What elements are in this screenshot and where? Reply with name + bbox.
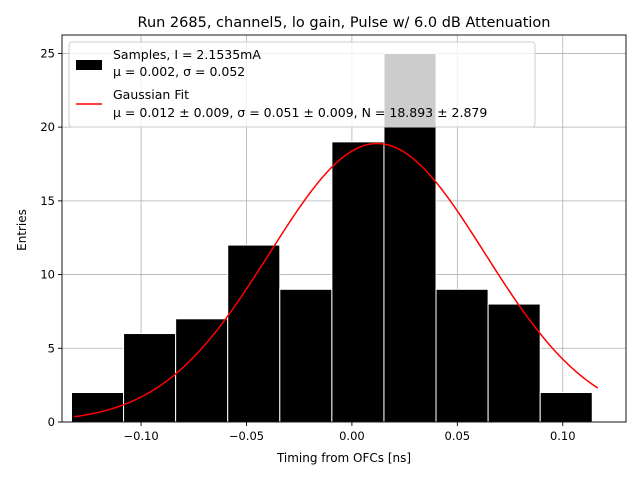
axes-frame	[61, 34, 627, 423]
x-axis-label: Timing from OFCs [ns]	[276, 451, 411, 465]
y-tick-label: 5	[48, 341, 55, 355]
legend-samples-swatch	[76, 60, 102, 70]
legend-box	[68, 41, 536, 128]
histogram-bar	[227, 244, 281, 423]
legend-fit-stats: μ = 0.012 ± 0.009, σ = 0.051 ± 0.009, N …	[113, 105, 487, 120]
y-tick-label: 20	[40, 120, 55, 134]
histogram-bar	[279, 288, 333, 423]
histogram-bar	[175, 318, 229, 423]
y-tick-label: 10	[40, 268, 55, 282]
x-tick-label: −0.10	[123, 429, 158, 443]
y-tick-label: 0	[48, 415, 55, 429]
histogram-bar	[487, 303, 541, 423]
fit-layer	[74, 142, 599, 418]
y-axis-label: Entries	[15, 209, 29, 251]
x-tick-label: 0.05	[445, 429, 471, 443]
y-tick-label: 25	[40, 46, 55, 60]
legend: Samples, I = 2.1535mA μ = 0.002, σ = 0.0…	[68, 41, 536, 128]
histogram-bar	[123, 333, 177, 423]
histogram-bar	[435, 288, 489, 423]
histogram-bar	[539, 392, 593, 423]
legend-samples-label: Samples, I = 2.1535mA	[113, 47, 261, 62]
axis-ticks: −0.10 −0.05 0.00 0.05 0.10 0 5 10 15 20 25	[40, 46, 575, 443]
y-tick-label: 15	[40, 194, 55, 208]
x-tick-label: 0.00	[339, 429, 365, 443]
x-tick-label: −0.05	[229, 429, 264, 443]
legend-fit-label: Gaussian Fit	[113, 87, 189, 102]
x-tick-label: 0.10	[550, 429, 576, 443]
gaussian-fit-line	[74, 142, 599, 418]
legend-samples-stats: μ = 0.002, σ = 0.052	[113, 64, 245, 79]
histogram-bar	[331, 141, 385, 423]
chart-title: Run 2685, channel5, lo gain, Pulse w/ 6.…	[138, 15, 551, 31]
